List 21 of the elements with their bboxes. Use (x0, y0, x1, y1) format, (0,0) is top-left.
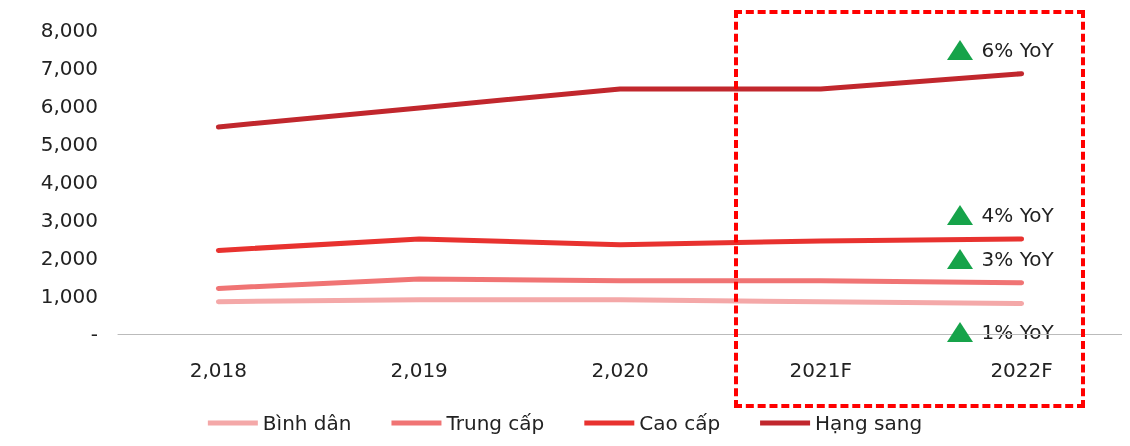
annotation: 4% YoY (981, 203, 1055, 227)
x-tick-label: 2,018 (189, 358, 248, 382)
legend-label: Cao cấp (639, 411, 721, 435)
x-tick-label: 2022F (990, 358, 1053, 382)
annotation: 3% YoY (981, 246, 1055, 271)
y-tick-label: 1,000 (40, 284, 98, 308)
x-tick-label: 2,020 (591, 358, 649, 382)
legend-label: Hạng sang (815, 411, 923, 435)
y-tick-label: 2,000 (40, 246, 98, 270)
legend-label: Bình dân (262, 411, 352, 435)
y-tick-label: 7,000 (40, 56, 98, 80)
y-tick-label: - (90, 322, 98, 346)
y-tick-label: 8,000 (40, 18, 98, 42)
y-tick-label: 3,000 (40, 208, 98, 232)
legend-label: Trung cấp (445, 411, 545, 435)
y-tick-label: 5,000 (40, 132, 98, 156)
y-tick-label: 4,000 (40, 170, 98, 194)
x-tick-label: 2021F (789, 358, 852, 382)
annotation: 6% YoY (981, 37, 1055, 62)
x-tick-label: 2,019 (390, 358, 448, 382)
y-tick-label: 6,000 (40, 94, 98, 118)
